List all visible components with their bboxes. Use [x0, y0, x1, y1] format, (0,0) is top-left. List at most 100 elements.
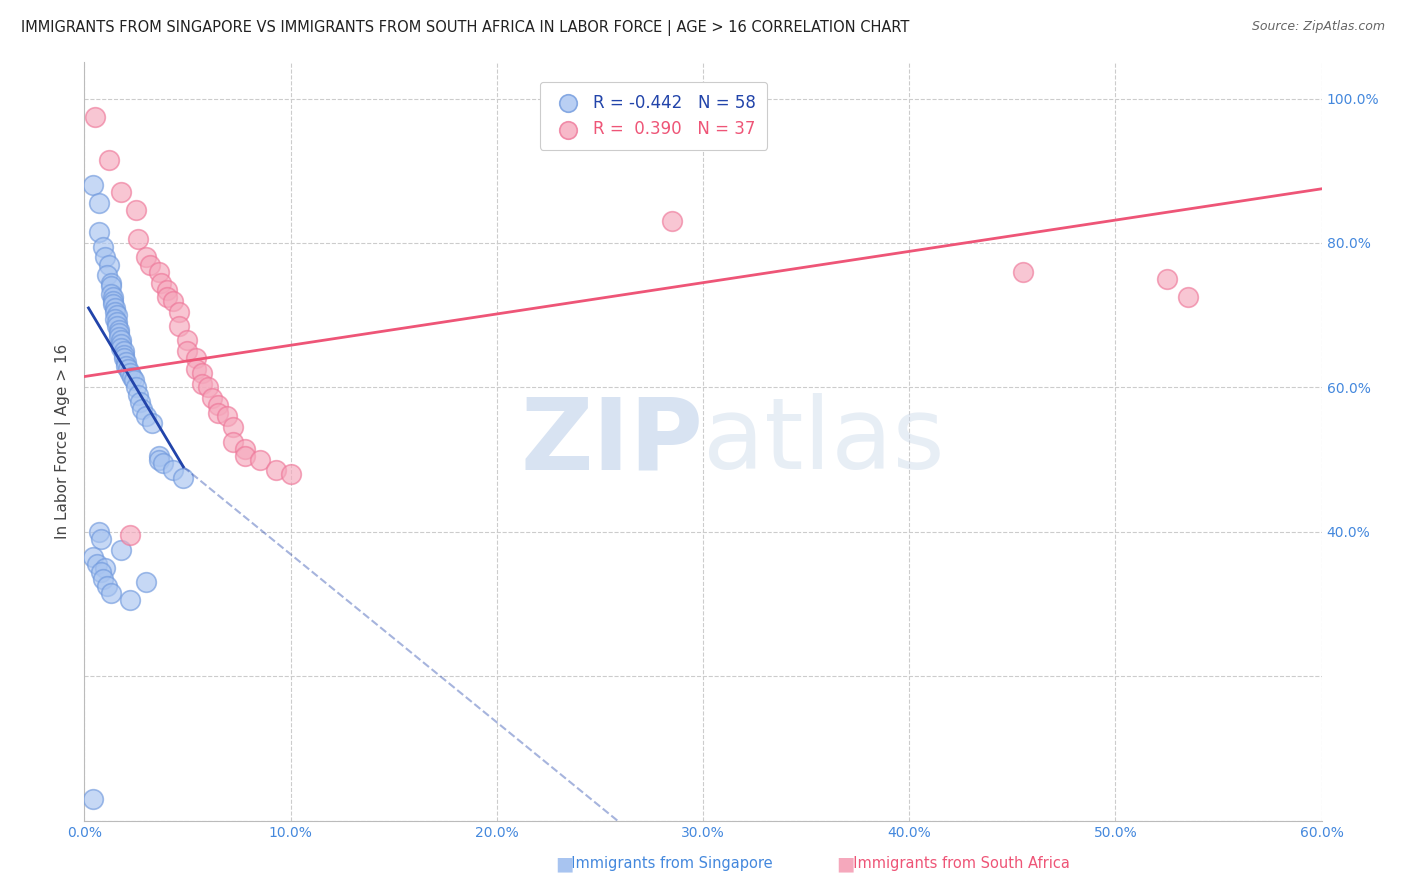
Point [110, 542, 132, 557]
Point [82, 178, 104, 193]
Point [108, 323, 131, 337]
Point [127, 232, 149, 246]
Point [207, 399, 229, 413]
Point [121, 369, 143, 384]
Point [104, 304, 127, 318]
Point [87, 225, 110, 239]
Point [94, 251, 117, 265]
Text: atlas: atlas [703, 393, 945, 490]
Point [103, 293, 125, 308]
Point [135, 575, 157, 590]
Point [105, 315, 128, 329]
Point [135, 251, 157, 265]
Point [86, 558, 108, 572]
Point [96, 268, 118, 283]
Point [129, 394, 152, 409]
Point [233, 442, 256, 456]
Point [661, 214, 683, 228]
Point [197, 380, 219, 394]
Point [104, 311, 127, 326]
Point [184, 351, 207, 366]
Point [91, 239, 114, 253]
Point [100, 286, 122, 301]
Point [1156, 272, 1178, 286]
Point [94, 561, 117, 575]
Point [112, 351, 135, 366]
Point [108, 330, 131, 344]
Point [110, 341, 132, 355]
Point [222, 420, 245, 434]
Point [191, 376, 214, 391]
Point [127, 387, 149, 401]
Point [249, 452, 271, 467]
Point [148, 265, 170, 279]
Point [82, 792, 104, 806]
Text: ZIP: ZIP [520, 393, 703, 490]
Text: Source: ZipAtlas.com: Source: ZipAtlas.com [1251, 20, 1385, 33]
Point [125, 380, 148, 394]
Text: Immigrants from South Africa: Immigrants from South Africa [844, 856, 1070, 871]
Point [105, 308, 128, 322]
Point [83, 110, 105, 124]
Point [148, 449, 170, 463]
Point [118, 366, 141, 380]
Point [110, 337, 132, 351]
Point [118, 528, 141, 542]
Point [162, 463, 184, 477]
Point [104, 301, 127, 315]
Text: ■: ■ [555, 854, 574, 873]
Point [162, 293, 184, 308]
Text: IMMIGRANTS FROM SINGAPORE VS IMMIGRANTS FROM SOUTH AFRICA IN LABOR FORCE | AGE >: IMMIGRANTS FROM SINGAPORE VS IMMIGRANTS … [21, 20, 910, 36]
Point [139, 258, 162, 272]
Point [90, 532, 112, 546]
Point [90, 565, 112, 579]
Point [100, 276, 122, 290]
Point [222, 434, 245, 449]
Point [100, 586, 122, 600]
Point [103, 297, 125, 311]
Point [264, 463, 287, 477]
Text: Immigrants from Singapore: Immigrants from Singapore [562, 856, 773, 871]
Y-axis label: In Labor Force | Age > 16: In Labor Force | Age > 16 [55, 344, 72, 539]
Point [156, 290, 179, 304]
Point [114, 355, 136, 369]
Point [191, 366, 214, 380]
Point [152, 456, 174, 470]
Point [114, 359, 136, 373]
Point [156, 283, 179, 297]
Point [233, 449, 256, 463]
Point [110, 334, 132, 348]
Point [87, 196, 110, 211]
Point [201, 391, 224, 405]
Point [215, 409, 238, 424]
Point [148, 452, 170, 467]
Point [176, 334, 198, 348]
Point [112, 348, 135, 362]
Point [117, 362, 139, 376]
Point [280, 467, 302, 481]
Point [149, 276, 172, 290]
Point [167, 304, 190, 318]
Point [105, 318, 128, 333]
Point [141, 417, 163, 431]
Point [184, 362, 207, 376]
Point [100, 279, 122, 293]
Point [172, 470, 194, 484]
Text: ■: ■ [837, 854, 855, 873]
Point [1011, 265, 1033, 279]
Point [87, 524, 110, 539]
Point [207, 406, 229, 420]
Point [122, 373, 145, 387]
Legend: R = -0.442   N = 58, R =  0.390   N = 37: R = -0.442 N = 58, R = 0.390 N = 37 [540, 82, 768, 150]
Point [118, 593, 141, 607]
Point [98, 153, 121, 167]
Point [108, 326, 131, 341]
Point [103, 290, 125, 304]
Point [176, 344, 198, 359]
Point [98, 258, 121, 272]
Point [91, 572, 114, 586]
Point [167, 318, 190, 333]
Point [131, 402, 153, 417]
Point [135, 409, 157, 424]
Point [96, 579, 118, 593]
